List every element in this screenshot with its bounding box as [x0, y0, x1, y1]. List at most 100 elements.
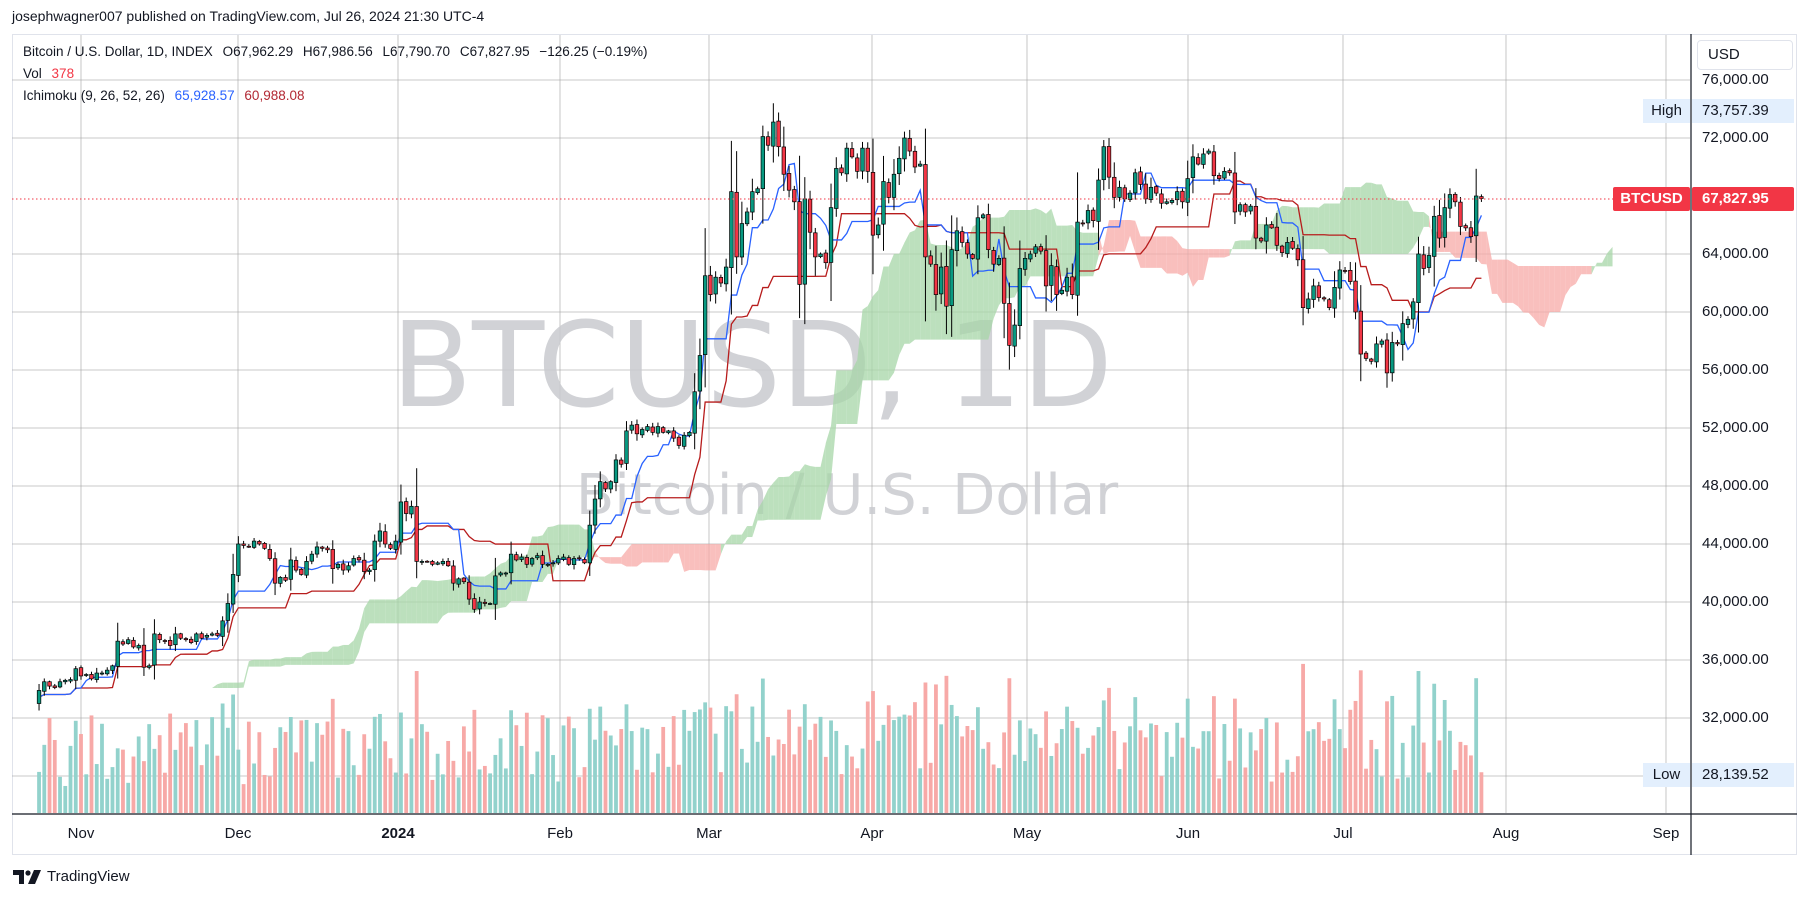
candle-bullish: [1432, 215, 1437, 257]
candle-bearish: [78, 667, 84, 677]
candle-bullish: [1206, 150, 1211, 154]
cloud-bearish-segment: [657, 544, 664, 563]
legend-ichimoku[interactable]: Ichimoku (9, 26, 52, 26) 65,928.57 60,98…: [23, 88, 310, 103]
cloud-bullish-segment: [1240, 240, 1246, 250]
candlesticks: [36, 103, 1484, 711]
cloud-bearish-segment: [1213, 249, 1220, 258]
volume-bar: [755, 741, 760, 813]
volume-bar: [89, 715, 94, 813]
volume-bar: [640, 727, 645, 813]
candle-bearish: [1217, 175, 1222, 179]
cloud-bullish-segment: [579, 524, 585, 558]
cloud-bullish-segment: [395, 596, 401, 624]
candle-bearish: [1253, 205, 1259, 239]
candle-bullish: [1059, 289, 1064, 294]
volume-bar: [63, 785, 68, 813]
cloud-bullish-segment: [1339, 187, 1346, 254]
ichimoku-lines: [38, 162, 1483, 698]
candle-bearish: [991, 250, 996, 265]
cloud-bearish-segment: [1219, 249, 1225, 258]
volume-bar: [283, 731, 288, 813]
cloud-bullish-segment: [846, 370, 853, 425]
volume-bar: [136, 736, 141, 813]
volume-bar: [1170, 756, 1174, 813]
volume-bar: [215, 755, 220, 813]
cloud-bearish-segment: [1486, 231, 1492, 294]
candle-bearish: [299, 568, 304, 575]
volume-bar: [1086, 747, 1090, 813]
volume-bar: [477, 769, 482, 813]
volume-bar: [860, 748, 865, 813]
cloud-bullish-segment: [1234, 240, 1241, 250]
cloud-bullish-segment: [1607, 246, 1613, 267]
candle-bullish: [1175, 191, 1180, 201]
volume-bar: [766, 736, 770, 813]
volume-bar: [488, 773, 493, 813]
candle-bullish: [304, 561, 309, 576]
cloud-bullish-segment: [1591, 262, 1597, 275]
volume-bar: [409, 738, 414, 813]
volume-bar: [656, 753, 660, 813]
candle-bullish: [1164, 201, 1169, 204]
price-axis-tick: 52,000.00: [1702, 419, 1769, 436]
volume-bar: [1453, 769, 1458, 813]
cloud-bullish-segment: [568, 524, 575, 560]
volume-bar: [739, 748, 744, 813]
volume-bar: [850, 756, 854, 813]
candle-bearish: [1395, 342, 1400, 345]
volume-bar: [965, 726, 970, 813]
currency-button[interactable]: USD: [1697, 40, 1793, 70]
candle-bullish: [498, 572, 503, 576]
candle-bearish: [865, 147, 870, 172]
legend-volume[interactable]: Vol 378: [23, 66, 80, 81]
cloud-bearish-segment: [684, 544, 690, 572]
cloud-bullish-segment: [815, 466, 821, 520]
candle-bullish: [1133, 172, 1138, 194]
volume-bar: [351, 765, 356, 813]
cloud-bullish-segment: [532, 536, 538, 583]
candle-bearish: [283, 577, 288, 581]
cloud-bearish-segment: [621, 550, 627, 567]
candle-bearish: [241, 543, 246, 546]
tradingview-logo[interactable]: TradingView: [13, 868, 130, 885]
cloud-bullish-segment: [432, 580, 438, 624]
volume-bar: [1159, 776, 1164, 813]
cloud-bullish-segment: [1088, 232, 1094, 277]
candle-bullish: [1390, 342, 1395, 374]
candle-bullish: [1248, 205, 1253, 212]
candle-bullish: [535, 555, 540, 559]
candle-bearish: [965, 242, 970, 255]
cloud-bearish-segment: [710, 544, 716, 571]
legend-symbol[interactable]: Bitcoin / U.S. Dollar, 1D, INDEX: [23, 44, 213, 59]
cloud-bearish-segment: [1150, 236, 1157, 268]
volume-bar: [818, 716, 823, 813]
volume-bar: [1290, 771, 1295, 813]
cloud-bullish-segment: [1324, 203, 1330, 254]
volume-bar: [173, 749, 178, 813]
candle-bullish: [802, 198, 807, 285]
cloud-bullish-segment: [1350, 187, 1356, 254]
cloud-bullish-segment: [1397, 200, 1403, 254]
price-axis-tick: 60,000.00: [1702, 303, 1769, 320]
cloud-bearish-segment: [1208, 249, 1214, 258]
volume-bar: [718, 772, 723, 813]
cloud-bullish-segment: [1318, 203, 1325, 250]
volume-bar: [996, 768, 1001, 813]
volume-bar: [131, 756, 136, 813]
volume-bar: [1096, 727, 1101, 813]
cloud-bearish-segment: [1465, 231, 1471, 258]
candle-bullish: [996, 258, 1002, 265]
cloud-bearish-segment: [1533, 265, 1540, 325]
volume-bar: [393, 772, 398, 813]
volume-bar: [1448, 730, 1452, 813]
cloud-bullish-segment: [783, 476, 790, 520]
candle-bearish: [1258, 237, 1264, 242]
volume-bar: [530, 774, 534, 813]
volume-bar: [152, 748, 157, 813]
candle-bearish: [388, 544, 393, 549]
candle-bullish: [891, 173, 897, 198]
cloud-bullish-segment: [317, 651, 323, 665]
candle-bullish: [84, 674, 89, 676]
cloud-bearish-segment: [1140, 236, 1146, 268]
